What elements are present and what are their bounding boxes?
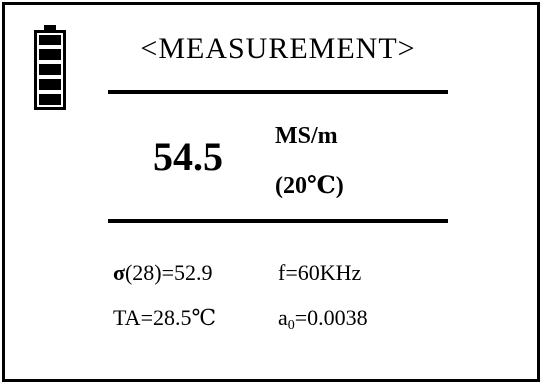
- sigma-symbol: σ: [113, 260, 125, 285]
- a0-subscript: 0: [287, 318, 295, 333]
- a0-coefficient: a0=0.0038: [278, 305, 368, 334]
- sigma-value: (28)=52.9: [124, 260, 213, 285]
- measurement-unit: MS/m: [275, 123, 338, 149]
- reference-temperature: (20℃): [275, 173, 344, 199]
- a0-prefix: a: [278, 305, 288, 330]
- measurement-value: 54.5: [153, 134, 223, 179]
- display-screen: <MEASUREMENT> 54.5 MS/m (20℃) σ(28)=52.9…: [2, 2, 540, 382]
- sigma-reading: σ(28)=52.9: [113, 260, 213, 286]
- bottom-divider: [108, 219, 448, 223]
- ambient-temperature: TA=28.5℃: [113, 305, 217, 330]
- a0-value: =0.0038: [294, 305, 368, 330]
- battery-icon: [34, 25, 66, 110]
- screen-title: <MEASUREMENT>: [140, 32, 416, 65]
- top-divider: [108, 90, 448, 94]
- frequency-reading: f=60KHz: [278, 260, 362, 285]
